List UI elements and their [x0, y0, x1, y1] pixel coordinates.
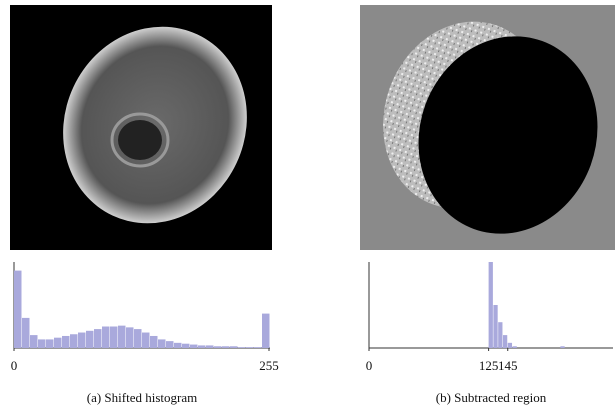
subtracted-image [360, 5, 615, 250]
bar [14, 270, 22, 348]
x-tick-label: 145 [498, 358, 518, 373]
bar [158, 339, 166, 348]
bar [22, 317, 30, 348]
x-tick-label: 0 [11, 358, 18, 373]
bar [214, 346, 222, 348]
bar [198, 345, 206, 348]
bar [150, 335, 158, 348]
bar [54, 337, 62, 348]
bar [498, 322, 503, 348]
bar [110, 326, 118, 348]
caption: (a) Shifted histogram [87, 390, 197, 405]
bar [142, 332, 150, 348]
bar [262, 313, 270, 348]
bar [488, 262, 493, 348]
bar [512, 346, 517, 348]
caption: (b) Subtracted region [436, 390, 547, 405]
bar [38, 339, 46, 348]
x-tick-label: 0 [366, 358, 373, 373]
bar [134, 329, 142, 348]
bar [254, 347, 262, 348]
bar [174, 342, 182, 348]
x-tick-label: 125 [479, 358, 499, 373]
x-tick-label: 255 [259, 358, 279, 373]
bar [118, 325, 126, 348]
bar [502, 335, 508, 348]
bar [190, 344, 198, 348]
bar [493, 305, 498, 348]
bar [126, 327, 134, 348]
bar [507, 342, 513, 348]
bar [46, 339, 54, 348]
bar [102, 326, 110, 348]
mri-image [10, 5, 272, 250]
bar [182, 343, 190, 348]
bar [94, 329, 102, 348]
bar [30, 335, 38, 348]
bar [560, 346, 565, 348]
bar [166, 341, 174, 348]
bar [206, 345, 214, 348]
bar [62, 335, 70, 348]
bar [238, 347, 246, 348]
bar [222, 346, 230, 348]
bar [246, 347, 254, 348]
bar [70, 334, 78, 348]
bar [78, 332, 86, 348]
bar [86, 330, 94, 348]
bar [230, 346, 238, 348]
